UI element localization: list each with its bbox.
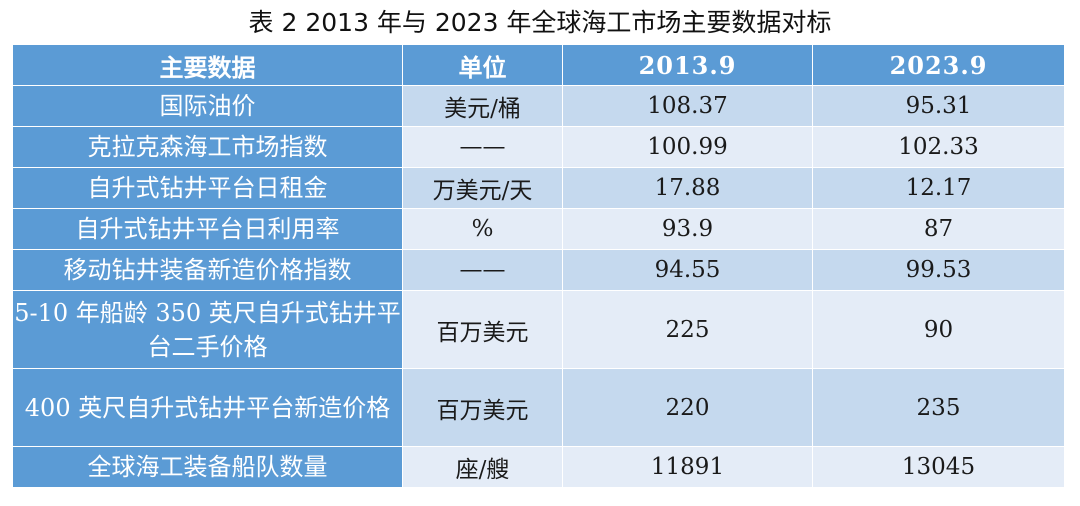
- item-cell: 5-10 年船龄 350 英尺自升式钻井平台二手价格: [12, 290, 403, 369]
- unit-cell: 百万美元: [402, 368, 563, 447]
- unit-cell: 座/艘: [402, 446, 563, 488]
- header-cell: 2023.9: [812, 44, 1065, 86]
- value-2023-cell: 95.31: [812, 85, 1065, 127]
- value-2013-cell: 11891: [562, 446, 813, 488]
- item-cell: 400 英尺自升式钻井平台新造价格: [12, 368, 403, 447]
- table-caption: 表 2 2013 年与 2023 年全球海工市场主要数据对标: [248, 8, 832, 37]
- unit-cell: %: [402, 208, 563, 250]
- unit-cell: 美元/桶: [402, 85, 563, 127]
- value-2013-cell: 225: [562, 290, 813, 369]
- table-row: 自升式钻井平台日利用率 % 93.9 87: [12, 208, 1065, 250]
- value-2023-cell: 13045: [812, 446, 1065, 488]
- table-row: 自升式钻井平台日租金 万美元/天 17.88 12.17: [12, 167, 1065, 209]
- data-table: 主要数据 单位 2013.9 2023.9 国际油价 美元/桶 108.37 9…: [12, 44, 1065, 488]
- value-2013-cell: 94.55: [562, 249, 813, 291]
- item-cell: 移动钻井装备新造价格指数: [12, 249, 403, 291]
- value-2023-cell: 87: [812, 208, 1065, 250]
- table-row: 克拉克森海工市场指数 —— 100.99 102.33: [12, 126, 1065, 168]
- table-row: 5-10 年船龄 350 英尺自升式钻井平台二手价格 百万美元 225 90: [12, 290, 1065, 369]
- header-cell: 单位: [402, 44, 563, 86]
- value-2013-cell: 108.37: [562, 85, 813, 127]
- value-2023-cell: 12.17: [812, 167, 1065, 209]
- value-2023-cell: 235: [812, 368, 1065, 447]
- header-cell: 主要数据: [12, 44, 403, 86]
- value-2013-cell: 93.9: [562, 208, 813, 250]
- header-cell: 2013.9: [562, 44, 813, 86]
- table-row: 全球海工装备船队数量 座/艘 11891 13045: [12, 446, 1065, 488]
- value-2023-cell: 90: [812, 290, 1065, 369]
- table-row: 400 英尺自升式钻井平台新造价格 百万美元 220 235: [12, 368, 1065, 447]
- value-2013-cell: 17.88: [562, 167, 813, 209]
- unit-cell: ——: [402, 126, 563, 168]
- unit-cell: 万美元/天: [402, 167, 563, 209]
- table-row: 国际油价 美元/桶 108.37 95.31: [12, 85, 1065, 127]
- value-2013-cell: 100.99: [562, 126, 813, 168]
- table-row: 移动钻井装备新造价格指数 —— 94.55 99.53: [12, 249, 1065, 291]
- item-cell: 国际油价: [12, 85, 403, 127]
- value-2023-cell: 99.53: [812, 249, 1065, 291]
- item-cell: 全球海工装备船队数量: [12, 446, 403, 488]
- value-2013-cell: 220: [562, 368, 813, 447]
- item-cell: 自升式钻井平台日租金: [12, 167, 403, 209]
- value-2023-cell: 102.33: [812, 126, 1065, 168]
- item-cell: 自升式钻井平台日利用率: [12, 208, 403, 250]
- unit-cell: ——: [402, 249, 563, 291]
- item-cell: 克拉克森海工市场指数: [12, 126, 403, 168]
- unit-cell: 百万美元: [402, 290, 563, 369]
- header-row: 主要数据 单位 2013.9 2023.9: [12, 44, 1065, 86]
